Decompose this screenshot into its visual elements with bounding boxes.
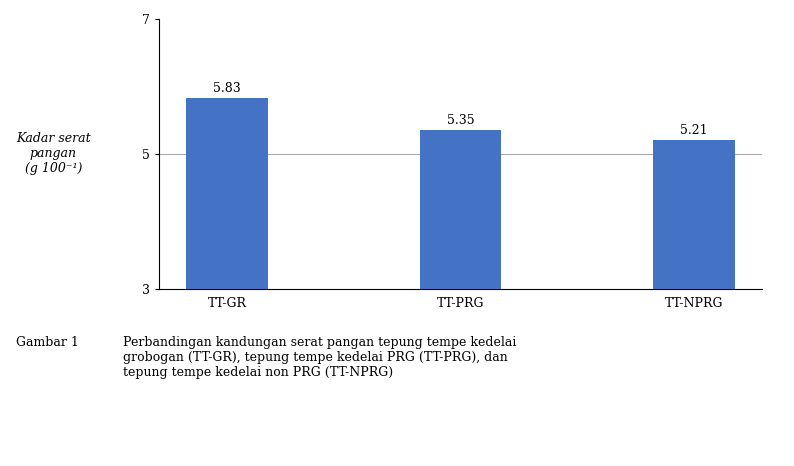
Text: 5.21: 5.21 xyxy=(680,124,707,137)
Bar xyxy=(187,98,268,466)
Text: Kadar serat
pangan
(g 100⁻¹): Kadar serat pangan (g 100⁻¹) xyxy=(16,132,91,175)
Text: Gambar 1: Gambar 1 xyxy=(16,336,79,349)
Text: Perbandingan kandungan serat pangan tepung tempe kedelai
grobogan (TT-GR), tepun: Perbandingan kandungan serat pangan tepu… xyxy=(123,336,516,378)
Bar xyxy=(420,130,501,466)
Text: 5.83: 5.83 xyxy=(214,82,241,95)
Bar xyxy=(653,140,734,466)
Text: 5.35: 5.35 xyxy=(447,115,474,127)
